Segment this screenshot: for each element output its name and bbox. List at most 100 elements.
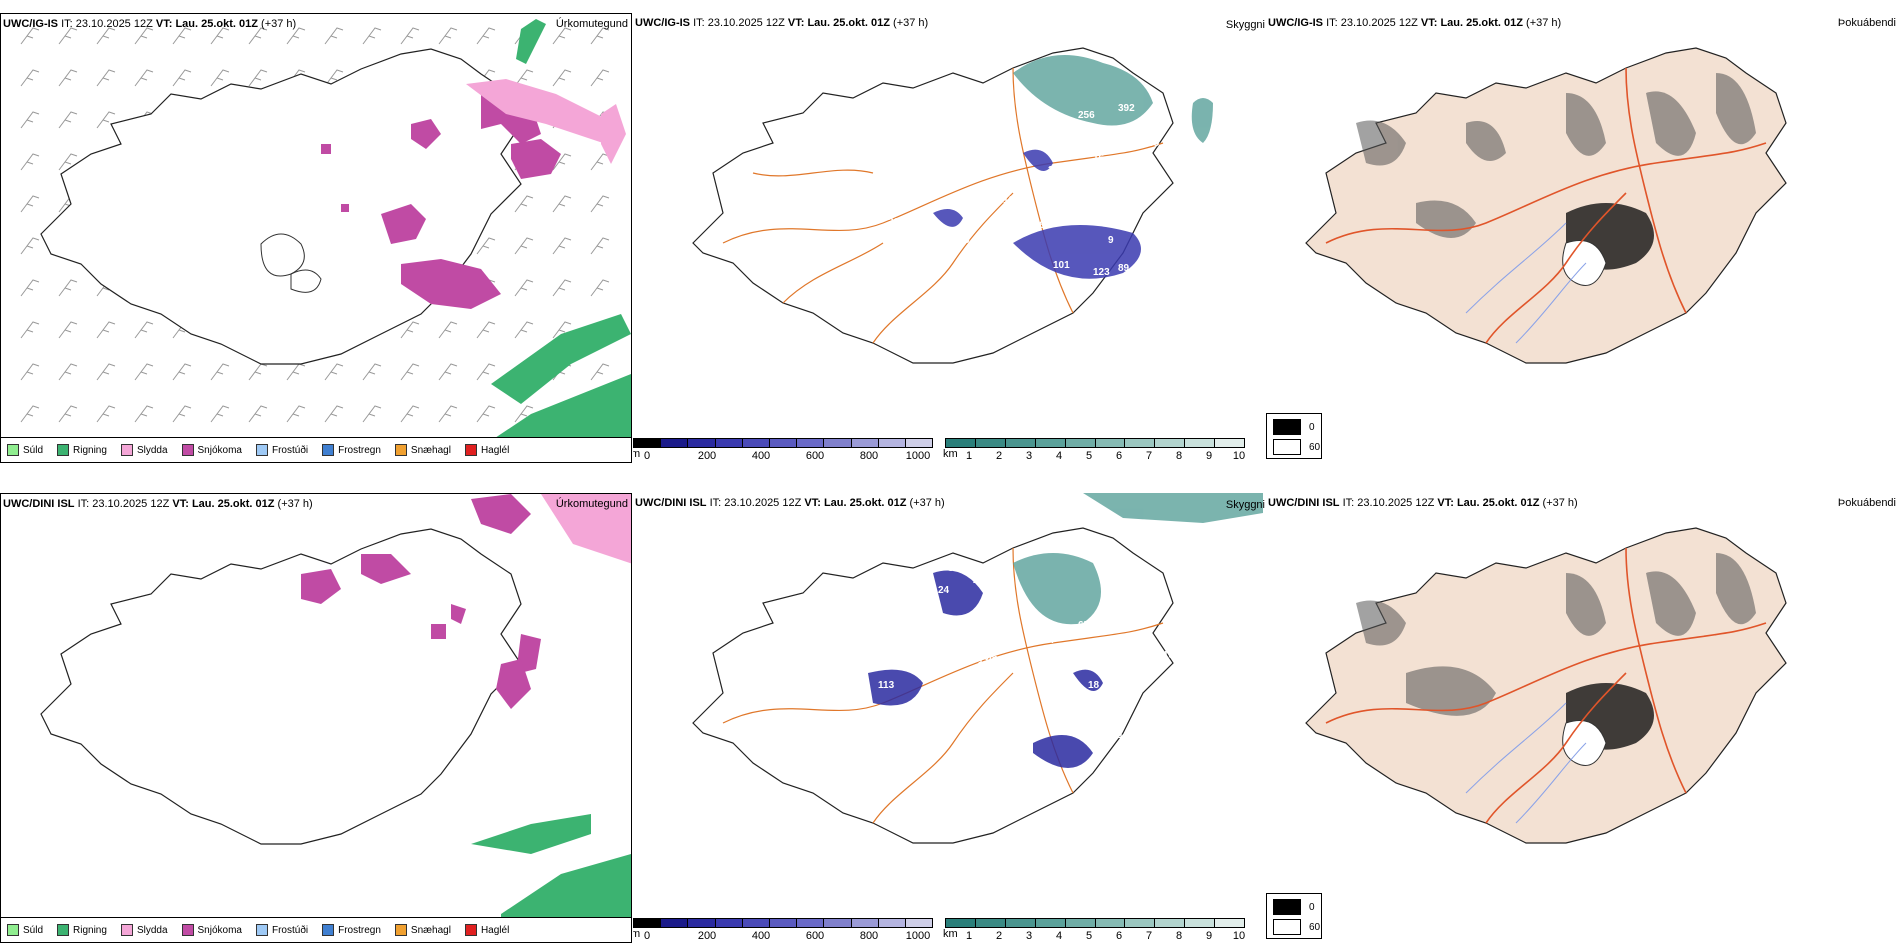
wind-barb [514,195,534,213]
wind-barb [514,321,534,339]
cloud-label: 17 [1018,730,1030,741]
wind-barb [172,27,192,45]
legend-swatch [394,924,407,936]
legend-swatch [464,444,477,456]
legend-item: Rigning [57,444,107,456]
wind-barb [20,69,40,87]
legend-item: Frostúði [255,924,308,936]
legend-item: Haglél [464,924,509,936]
wind-barb [552,237,572,255]
panel-name: Þokuábendi [1837,497,1896,509]
wind-barb [58,405,78,423]
precip-type-map-top [20,19,631,462]
wind-barb [476,237,496,255]
wind-barb [514,279,534,297]
precip-legend: Súld Rigning Slydda Snjókoma Frostúði Fr… [1,437,631,462]
clouds-panel-bottom: 55 24 21 113 83 656 24 165 16 111 18 179… [633,493,1265,943]
wind-barb [134,405,154,423]
wind-barb [248,405,268,423]
legend-item: Slydda [120,924,168,936]
legend-swatch [394,444,407,456]
wind-barb [58,363,78,381]
wind-barb [134,69,154,87]
wind-barb [20,279,40,297]
cloud-label: 83 [798,690,810,701]
visibility-areas [1013,55,1213,143]
panel-title: UWC/DINI ISL IT: 23.10.2025 12Z VT: Lau.… [3,498,313,510]
wind-barb [58,153,78,171]
legend-swatch [120,444,133,456]
wind-barb [58,27,78,45]
wind-barb [400,405,420,423]
wind-barb [476,405,496,423]
panel-title: UWC/DINI ISL IT: 23.10.2025 12Z VT: Lau.… [1268,497,1578,509]
wind-barb [476,27,496,45]
wind-barb [552,153,572,171]
wind-barb [20,153,40,171]
colorbar-ticks: 0 200 400 600 800 1000 [643,450,931,462]
cloud-label: 100 [1118,730,1135,741]
visibility-colorbar: km 1 2 3 4 5 6 7 8 9 10 [943,438,1245,463]
cloud-label: 21 [973,575,985,586]
cloud-label: 16 [1093,153,1105,164]
precip-type-panel-bottom: UWC/DINI ISL IT: 23.10.2025 12Z VT: Lau.… [0,493,632,943]
fog-swatch [1273,919,1301,935]
legend-swatch [255,924,268,936]
cloud-label: 16 [1108,660,1120,671]
cloud-label: 28 [1048,165,1060,176]
legend-item: Frostregn [322,444,381,456]
legend-swatch [322,444,335,456]
colorbar-unit: km [943,928,958,940]
wind-barb [324,69,344,87]
colorbar-unit: km [943,448,958,460]
legend-swatch [181,444,194,456]
iceland-outline [1305,527,1787,844]
wind-barb [590,69,610,87]
legend-swatch [322,924,335,936]
cloud-label: 113 [878,680,895,691]
wind-barb [248,27,268,45]
river-network [1465,702,1587,824]
fog-shading [1356,553,1756,716]
fog-panel-top: UWC/IG-IS IT: 23.10.2025 12Z VT: Lau. 25… [1266,13,1900,463]
cloud-label: 13 [1103,205,1115,216]
fog-map-top [1305,47,1787,364]
cloud-label: 10 [1003,195,1015,206]
wind-barb [20,405,40,423]
wind-barb [362,27,382,45]
snow-areas [301,494,541,709]
colorbar-ticks: 1 2 3 4 5 6 7 8 9 10 [965,930,1246,942]
cloud-label: 129 [953,235,970,246]
legend-item: Snæhagl [394,444,451,456]
cloud-label: 132 [1018,263,1035,274]
wind-barb [58,279,78,297]
visibility-colorbar: km 1 2 3 4 5 6 7 8 9 10 [943,918,1246,943]
legend-item: Slydda [120,444,168,456]
panel-name: Þokuábendi [1837,17,1896,29]
legend-item: Súld [7,444,43,456]
cloud-label: 24 [938,585,950,596]
panel-title: UWC/IG-IS IT: 23.10.2025 12Z VT: Lau. 25… [3,18,297,30]
precip-legend: Súld Rigning Slydda Snjókoma Frostúði Fr… [1,917,631,942]
wind-barb [20,195,40,213]
wind-barb [514,405,534,423]
wind-barb [590,279,610,297]
legend-item: Súld [7,924,43,936]
wind-barb [324,27,344,45]
wind-barb [20,321,40,339]
glacier-outline [290,269,322,293]
fog-legend-top: 0 60 [1266,413,1322,459]
legend-item: Haglél [464,444,509,456]
cloud-label: 55 [948,563,960,574]
cloud-label: 89 [1118,263,1130,274]
fog-map-bottom [1305,527,1787,844]
cloud-label: 15 [1163,650,1175,661]
fog-swatch [1273,419,1301,435]
wind-barb [210,405,230,423]
wind-barb [362,405,382,423]
cloud-label: 12 [918,700,930,711]
wind-barb [96,111,116,129]
iceland-outline [40,48,522,365]
wind-barb [552,27,572,45]
legend-item: Snjókoma [181,924,242,936]
